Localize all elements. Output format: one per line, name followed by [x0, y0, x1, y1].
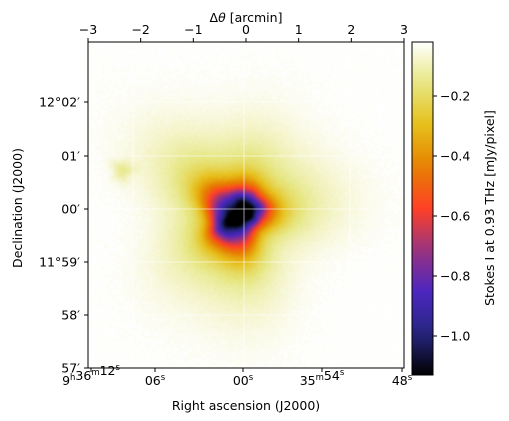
- top-tick-label: 2: [347, 22, 355, 37]
- ra-tick-label: 06s: [145, 373, 166, 388]
- top-axis-ticks: −3 −2 −1 0 1 2 3: [79, 22, 408, 42]
- top-tick-label: −1: [184, 22, 202, 37]
- top-tick-label: 1: [295, 22, 303, 37]
- coordinate-grid: [88, 42, 404, 368]
- colorbar-tick-label: −0.6: [440, 209, 470, 224]
- colorbar-ticks: −1.0 −0.8 −0.6 −0.4 −0.2: [433, 89, 470, 344]
- colorbar-tick-label: −0.4: [440, 149, 470, 164]
- top-axis-label: Δθ [arcmin]: [210, 10, 283, 25]
- colorbar: [412, 42, 433, 375]
- colorbar-tick-label: −1.0: [440, 329, 470, 344]
- colorbar-label: Stokes I at 0.93 THz [mJy/pixel]: [482, 110, 497, 306]
- colorbar-frame: [411, 41, 434, 376]
- dec-tick-label: 12°02′: [39, 95, 80, 110]
- ra-axis-ticks: 9h36m12s 06s 00s 35m54s 48s: [62, 363, 413, 388]
- ra-tick-label: 48s: [392, 373, 413, 388]
- dec-tick-label: 11°59′: [39, 255, 80, 270]
- top-tick-label: 3: [400, 22, 408, 37]
- dec-tick-label: 58′: [61, 308, 80, 323]
- y-axis-label: Declination (J2000): [10, 148, 25, 268]
- ra-tick-label: 9h36m12s: [62, 363, 120, 388]
- dec-axis-ticks: 12°02′ 01′ 00′ 11°59′ 58′ 57′: [39, 95, 88, 376]
- colorbar-tick-label: −0.2: [440, 89, 470, 104]
- dec-tick-label: 01′: [61, 149, 80, 164]
- x-axis-label: Right ascension (J2000): [172, 398, 320, 413]
- ra-tick-label: 35m54s: [300, 368, 345, 388]
- heatmap-image: [88, 42, 404, 368]
- stokes-i-map: [88, 42, 404, 368]
- dec-tick-label: 00′: [61, 202, 80, 217]
- top-tick-label: −3: [79, 22, 97, 37]
- top-tick-label: 0: [242, 22, 250, 37]
- top-tick-label: −2: [131, 22, 149, 37]
- colorbar-tick-label: −0.8: [440, 269, 470, 284]
- dec-tick-label: 57′: [61, 361, 80, 376]
- ra-tick-label: 00s: [233, 373, 254, 388]
